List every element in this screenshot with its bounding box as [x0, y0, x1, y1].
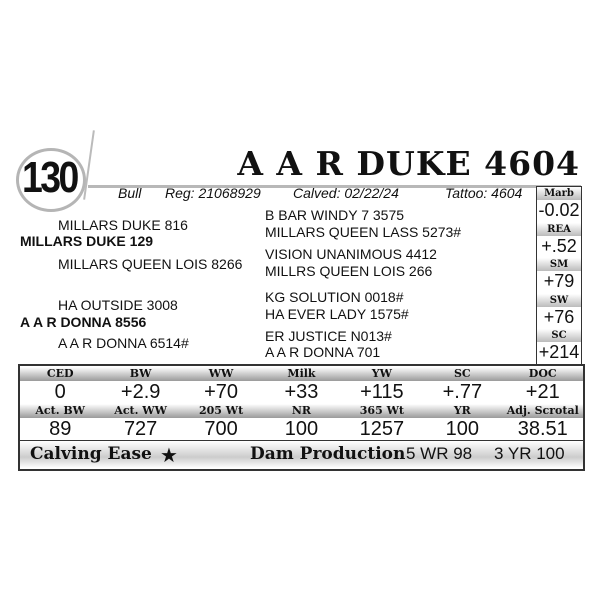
calving-ease-label: Calving Ease: [30, 444, 152, 464]
value-nr: 100: [284, 418, 319, 440]
dam-dam: A A R DONNA 6514#: [58, 335, 189, 351]
epd-label: SC: [537, 329, 581, 343]
footer-row: Calving Ease ★ Dam Production 5 WR 98 3 …: [20, 440, 583, 468]
value-ced: 0: [54, 381, 66, 403]
epd-sc: SC +214: [537, 329, 581, 365]
ancestor: MILLRS QUEEN LOIS 266: [265, 263, 433, 279]
epd-value-row: 0 +2.9 +70 +33 +115 +.77 +21: [20, 381, 583, 403]
header-ced: CED: [46, 367, 74, 380]
epd-label: REA: [537, 222, 581, 236]
header-yw: YW: [371, 367, 392, 380]
epd-header-row: CED BW WW Milk YW SC DOC: [20, 367, 583, 381]
weaning-ratio: 5 WR 98: [406, 444, 473, 463]
actual-header-row: Act. BW Act. WW 205 Wt NR 365 Wt YR Adj. Scrot…: [20, 404, 583, 418]
divider: [88, 185, 581, 188]
header-milk: Milk: [287, 367, 316, 380]
value-365-wt: 1257: [359, 418, 405, 440]
epd-label: SM: [537, 258, 581, 272]
header-doc: DOC: [528, 367, 557, 380]
epd-value: +79: [543, 271, 575, 292]
star-icon: ★: [160, 445, 178, 467]
calved-date: Calved: 02/22/24: [293, 185, 399, 201]
value-sc: +.77: [442, 381, 483, 403]
ancestor: A A R DONNA 701: [265, 344, 381, 360]
sire-sire: MILLARS DUKE 816: [58, 217, 188, 233]
epd-label: Marb: [537, 187, 581, 200]
value-act-ww: 727: [123, 418, 158, 440]
value-205-wt: 700: [204, 418, 238, 440]
epd-value: +214: [538, 342, 580, 363]
header-sc: SC: [453, 367, 471, 380]
header-365-wt: 365 Wt: [359, 404, 405, 417]
epd-rea: REA +.52: [537, 222, 581, 259]
epd-sm: SM +79: [537, 258, 581, 294]
dam-sire: HA OUTSIDE 3008: [58, 297, 178, 313]
header-205-wt: 205 Wt: [198, 404, 244, 417]
header-yr: YR: [453, 404, 471, 417]
value-ww: +70: [204, 381, 239, 403]
logo-decoration: [83, 130, 95, 200]
value-doc: +21: [525, 381, 560, 403]
epd-value: +.52: [541, 235, 577, 256]
epd-value: -0.02: [538, 200, 580, 220]
header-act-ww: Act. WW: [114, 404, 167, 417]
ancestor: VISION UNANIMOUS 4412: [265, 246, 437, 262]
registration: Reg: 21068929: [165, 185, 261, 201]
performance-table: CED BW WW Milk YW SC DOC 0 +2.9 +70 +33 +115 +.77 +2…: [18, 364, 585, 471]
dam: A A R DONNA 8556: [20, 314, 147, 330]
ancestor: ER JUSTICE N013#: [265, 328, 392, 344]
epd-label: SW: [537, 293, 581, 307]
value-yw: +115: [360, 381, 404, 403]
ancestor: MILLARS QUEEN LASS 5273#: [265, 224, 462, 240]
lot-circle: [16, 148, 86, 212]
ancestor: KG SOLUTION 0018#: [265, 289, 404, 305]
actual-value-row: 89 727 700 100 1257 100 38.51: [20, 418, 583, 440]
header-act-bw: Act. BW: [35, 404, 86, 417]
value-bw: +2.9: [120, 381, 161, 403]
side-epd-box: Marb -0.02 REA +.52 SM +79 SW +76 SC +214: [536, 186, 582, 366]
tattoo: Tattoo: 4604: [445, 185, 523, 201]
dam-production-label: Dam Production: [250, 444, 406, 464]
animal-name: A A R DUKE 4604: [237, 144, 580, 183]
value-milk: +33: [284, 381, 319, 403]
value-adj-scrotal: 38.51: [517, 418, 568, 440]
lot-number: 130: [22, 153, 79, 202]
sex: Bull: [118, 185, 142, 201]
epd-sw: SW +76: [537, 293, 581, 330]
sire: MILLARS DUKE 129: [20, 233, 154, 249]
yearling-ratio: 3 YR 100: [494, 444, 565, 463]
value-act-bw: 89: [49, 418, 72, 440]
header-adj-scrotal: Adj. Scrotal: [506, 404, 579, 417]
header-ww: WW: [208, 367, 234, 380]
ancestor: B BAR WINDY 7 3575: [265, 207, 405, 223]
ancestor: HA EVER LADY 1575#: [265, 306, 409, 322]
header-nr: NR: [291, 404, 312, 417]
header-bw: BW: [129, 367, 152, 380]
epd-marb: Marb -0.02: [537, 187, 581, 223]
sire-dam: MILLARS QUEEN LOIS 8266: [58, 256, 243, 272]
epd-value: +76: [543, 306, 575, 327]
value-yr: 100: [445, 418, 479, 440]
